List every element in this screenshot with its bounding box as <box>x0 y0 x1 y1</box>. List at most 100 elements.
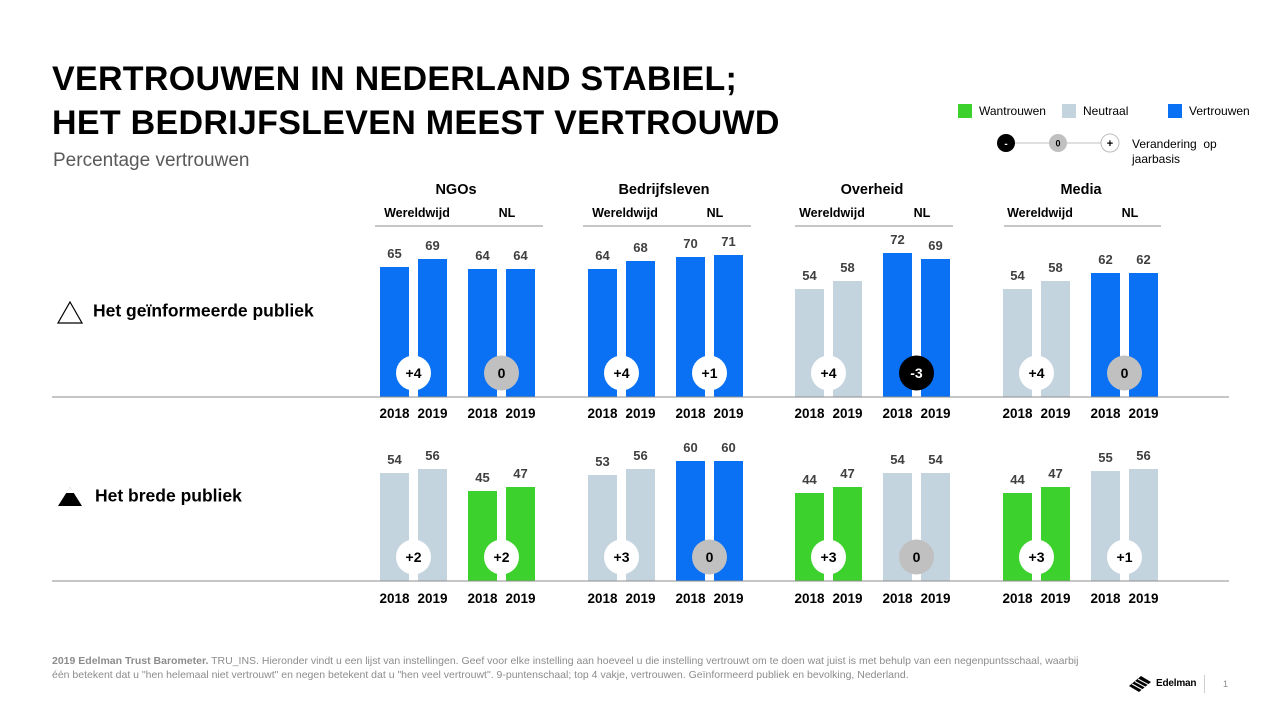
change-plus-marker <box>1100 133 1120 153</box>
legend: Wantrouwen Neutraal Vertrouwen - 0 + Ver… <box>958 104 1268 174</box>
data-label-overheid-nl-row2-2018: 54 <box>890 452 905 467</box>
change-value-ngos-wereldwijd-row2: +2 <box>406 549 422 565</box>
year-label-media-nl-row2-2018: 2018 <box>1090 591 1121 606</box>
row-label-informed: Het geïnformeerde publiek <box>56 300 314 324</box>
change-legend-line-1: Verandering op <box>1132 137 1217 151</box>
year-label-bedrijfsleven-wereldwijd-row2-2019: 2019 <box>625 591 655 606</box>
footer-note: 2019 Edelman Trust Barometer. TRU_INS. H… <box>52 654 1092 682</box>
year-label-bedrijfsleven-wereldwijd-row1-2019: 2019 <box>625 406 655 421</box>
data-label-ngos-nl-row1-2019: 64 <box>513 248 528 263</box>
change-value-bedrijfsleven-nl-row2: 0 <box>706 549 714 565</box>
informed-public-icon <box>56 300 84 324</box>
year-label-overheid-wereldwijd-row1-2018: 2018 <box>794 406 825 421</box>
row-label-general-text: Het brede publiek <box>95 485 242 506</box>
change-zero-marker <box>1049 134 1067 152</box>
change-value-media-wereldwijd-row1: +4 <box>1029 365 1045 381</box>
page-number: 1 <box>1223 679 1229 689</box>
data-label-ngos-wereldwijd-row2-2018: 54 <box>387 452 402 467</box>
change-minus-symbol: - <box>1004 139 1007 150</box>
year-label-bedrijfsleven-wereldwijd-row2-2018: 2018 <box>587 591 618 606</box>
data-label-overheid-wereldwijd-row1-2019: 58 <box>840 260 854 275</box>
change-scale-graphic: - 0 + <box>997 133 1120 153</box>
legend-label-vertrouwen: Vertrouwen <box>1189 104 1250 118</box>
year-label-media-nl-row1-2018: 2018 <box>1090 406 1121 421</box>
subgroup-label-ngos-wereldwijd: Wereldwijd <box>384 206 450 220</box>
change-value-bedrijfsleven-wereldwijd-row2: +3 <box>614 549 630 565</box>
year-label-overheid-nl-row1-2018: 2018 <box>882 406 913 421</box>
data-label-ngos-wereldwijd-row1-2019: 69 <box>425 238 439 253</box>
data-label-overheid-wereldwijd-row2-2018: 44 <box>802 472 817 487</box>
year-label-bedrijfsleven-nl-row2-2019: 2019 <box>713 591 743 606</box>
subgroup-label-overheid-wereldwijd: Wereldwijd <box>799 206 865 220</box>
change-marker-bedrijfsleven-wereldwijd-row1 <box>604 355 639 391</box>
data-label-media-wereldwijd-row2-2019: 47 <box>1048 466 1062 481</box>
data-label-ngos-nl-row2-2018: 45 <box>475 470 489 485</box>
year-label-ngos-wereldwijd-row2-2018: 2018 <box>379 591 410 606</box>
year-label-ngos-nl-row2-2018: 2018 <box>467 591 498 606</box>
year-label-media-nl-row1-2019: 2019 <box>1128 406 1158 421</box>
year-label-overheid-wereldwijd-row1-2019: 2019 <box>832 406 862 421</box>
page-title: VERTROUWEN IN NEDERLAND STABIEL; HET BED… <box>52 57 780 145</box>
year-label-bedrijfsleven-wereldwijd-row1-2018: 2018 <box>587 406 618 421</box>
change-marker-bedrijfsleven-nl-row1 <box>692 355 727 391</box>
change-marker-ngos-wereldwijd-row2 <box>396 539 431 575</box>
data-label-overheid-nl-row1-2018: 72 <box>890 232 904 247</box>
general-population-icon <box>58 487 82 506</box>
year-label-bedrijfsleven-nl-row1-2018: 2018 <box>675 406 706 421</box>
subgroup-label-bedrijfsleven-nl: NL <box>707 206 724 220</box>
change-zero-symbol: 0 <box>1055 139 1060 149</box>
data-label-ngos-wereldwijd-row2-2019: 56 <box>425 448 439 463</box>
change-plus-symbol: + <box>1107 138 1113 150</box>
year-label-overheid-nl-row2-2018: 2018 <box>882 591 913 606</box>
legend-item-wantrouwen: Wantrouwen <box>958 104 1046 118</box>
data-label-media-nl-row2-2018: 55 <box>1098 450 1112 465</box>
change-value-media-nl-row1: 0 <box>1121 365 1129 381</box>
data-label-media-wereldwijd-row1-2019: 58 <box>1048 260 1062 275</box>
subgroup-label-bedrijfsleven-wereldwijd: Wereldwijd <box>592 206 658 220</box>
row-label-informed-text: Het geïnformeerde publiek <box>93 300 314 321</box>
year-label-ngos-wereldwijd-row2-2019: 2019 <box>417 591 447 606</box>
change-marker-overheid-wereldwijd-row1 <box>811 355 846 391</box>
legend-label-neutraal: Neutraal <box>1083 104 1129 118</box>
change-marker-ngos-wereldwijd-row1 <box>396 355 431 391</box>
year-label-ngos-wereldwijd-row1-2019: 2019 <box>417 406 447 421</box>
data-label-media-wereldwijd-row2-2018: 44 <box>1010 472 1025 487</box>
change-legend-line-2: jaarbasis <box>1132 152 1181 166</box>
data-label-media-wereldwijd-row1-2018: 54 <box>1010 268 1025 283</box>
data-label-bedrijfsleven-wereldwijd-row2-2018: 53 <box>595 454 609 469</box>
change-value-bedrijfsleven-nl-row1: +1 <box>702 365 718 381</box>
year-label-overheid-wereldwijd-row2-2018: 2018 <box>794 591 825 606</box>
data-label-bedrijfsleven-wereldwijd-row1-2019: 68 <box>633 240 647 255</box>
change-value-overheid-wereldwijd-row2: +3 <box>821 549 837 565</box>
data-label-overheid-wereldwijd-row1-2018: 54 <box>802 268 817 283</box>
footer-source: 2019 Edelman Trust Barometer. <box>52 655 209 667</box>
legend-swatch-wantrouwen <box>958 104 972 118</box>
change-marker-media-wereldwijd-row2 <box>1019 539 1054 575</box>
change-marker-bedrijfsleven-wereldwijd-row2 <box>604 539 639 575</box>
change-value-ngos-nl-row2: +2 <box>494 549 510 565</box>
change-marker-media-nl-row2 <box>1107 539 1142 575</box>
legend-item-neutraal: Neutraal <box>1062 104 1128 118</box>
change-legend-label: Verandering op jaarbasis <box>1132 137 1217 167</box>
year-label-ngos-nl-row2-2019: 2019 <box>505 591 535 606</box>
data-label-bedrijfsleven-nl-row1-2018: 70 <box>683 236 697 251</box>
subgroup-label-media-wereldwijd: Wereldwijd <box>1007 206 1073 220</box>
change-marker-media-wereldwijd-row1 <box>1019 355 1054 391</box>
legend-swatch-neutraal <box>1062 104 1076 118</box>
group-title-bedrijfsleven: Bedrijfsleven <box>618 182 709 198</box>
data-label-bedrijfsleven-nl-row2-2019: 60 <box>721 440 735 455</box>
data-label-media-nl-row1-2018: 62 <box>1098 252 1112 267</box>
group-title-media: Media <box>1060 182 1102 198</box>
change-marker-ngos-nl-row1 <box>484 355 519 391</box>
data-label-bedrijfsleven-nl-row1-2019: 71 <box>721 234 735 249</box>
edelman-logo-text: Edelman <box>1156 677 1197 689</box>
change-marker-overheid-wereldwijd-row2 <box>811 539 846 575</box>
data-label-bedrijfsleven-wereldwijd-row1-2018: 64 <box>595 248 610 263</box>
change-value-bedrijfsleven-wereldwijd-row1: +4 <box>614 365 630 381</box>
title-line-1: VERTROUWEN IN NEDERLAND STABIEL; <box>52 60 738 98</box>
year-label-ngos-wereldwijd-row1-2018: 2018 <box>379 406 410 421</box>
change-value-ngos-wereldwijd-row1: +4 <box>406 365 422 381</box>
change-marker-ngos-nl-row2 <box>484 539 519 575</box>
year-label-ngos-nl-row1-2019: 2019 <box>505 406 535 421</box>
